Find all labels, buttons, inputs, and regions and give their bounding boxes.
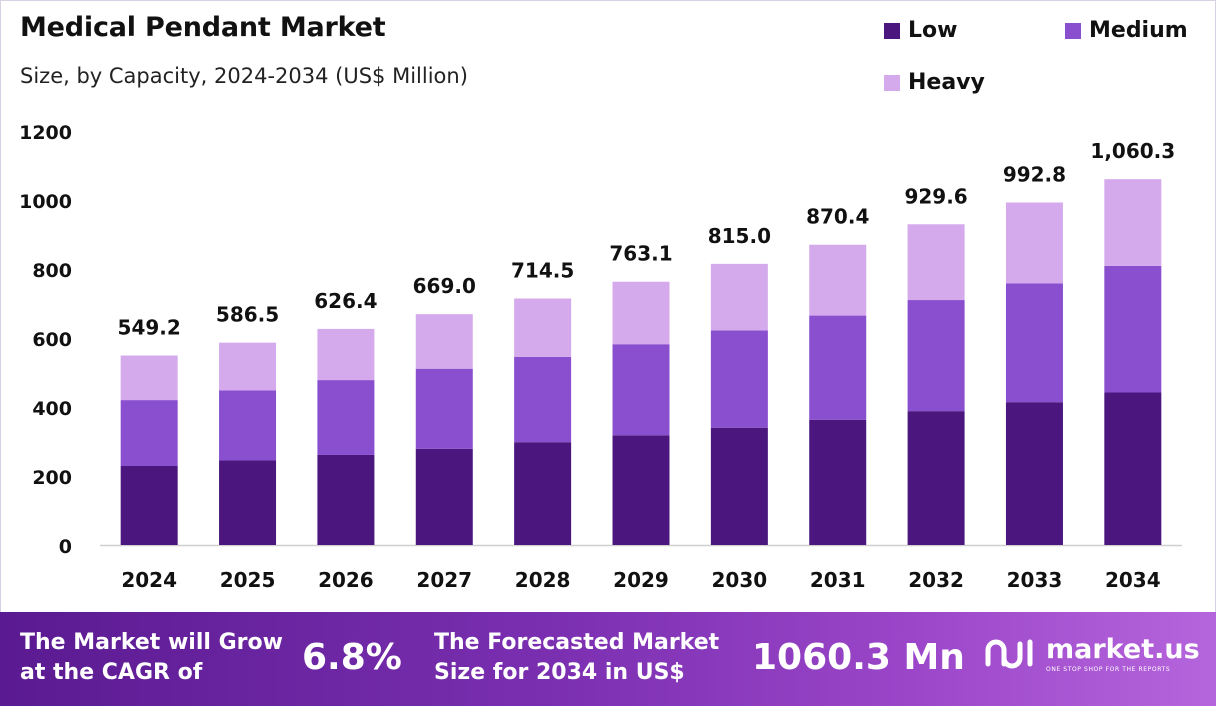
cagr-caption-line2: at the CAGR of <box>20 660 203 685</box>
total-label-2033: 992.8 <box>1003 162 1066 186</box>
bar-segment-medium-2027 <box>415 368 473 449</box>
legend-label-low: Low <box>908 18 958 43</box>
cagr-value: 6.8% <box>302 637 402 678</box>
brand-tagline: ONE STOP SHOP FOR THE REPORTS <box>1046 665 1171 673</box>
forecast-value: 1060.3 Mn <box>752 637 965 678</box>
bar-segment-heavy-2030 <box>710 263 768 331</box>
bar-segment-low-2026 <box>317 454 375 545</box>
y-tick-label: 0 <box>59 536 72 558</box>
bar-segment-medium-2031 <box>809 315 867 420</box>
bar-segment-heavy-2024 <box>120 355 178 401</box>
y-tick-label: 800 <box>32 260 72 282</box>
brand-logo: market.us ONE STOP SHOP FOR THE REPORTS <box>984 634 1200 674</box>
bar-segment-heavy-2029 <box>612 281 670 345</box>
total-label-2032: 929.6 <box>904 184 967 208</box>
bar-segment-low-2027 <box>415 448 473 545</box>
legend-label-heavy: Heavy <box>908 70 985 95</box>
total-label-2030: 815.0 <box>708 224 771 248</box>
bars-group <box>120 179 1162 545</box>
chart-subtitle: Size, by Capacity, 2024-2034 (US$ Millio… <box>20 64 468 88</box>
x-tick-label-2027: 2027 <box>416 568 472 592</box>
y-tick-label: 1200 <box>19 122 72 144</box>
bar-segment-low-2024 <box>120 465 178 545</box>
cagr-caption: The Market will Grow at the CAGR of <box>20 628 283 688</box>
total-label-2024: 549.2 <box>118 316 181 340</box>
bar-segment-medium-2032 <box>907 300 965 412</box>
total-label-2028: 714.5 <box>511 258 574 282</box>
bar-segment-medium-2029 <box>612 344 670 436</box>
bar-segment-medium-2026 <box>317 380 375 455</box>
legend-swatch-heavy <box>884 74 900 91</box>
x-tick-label-2031: 2031 <box>810 568 866 592</box>
forecast-caption: The Forecasted Market Size for 2034 in U… <box>434 628 719 688</box>
x-tick-label-2024: 2024 <box>121 568 177 592</box>
y-tick-label: 600 <box>32 329 72 351</box>
total-label-2025: 586.5 <box>216 303 279 327</box>
x-tick-label-2030: 2030 <box>712 568 768 592</box>
legend-swatch-low <box>884 22 900 39</box>
brand-name: market.us <box>1046 633 1200 665</box>
bar-segment-medium-2025 <box>219 390 277 461</box>
bar-segment-heavy-2027 <box>415 314 473 369</box>
legend-label-medium: Medium <box>1089 18 1188 43</box>
market-us-logo-icon <box>985 639 1033 669</box>
chart-title: Medical Pendant Market <box>20 12 386 43</box>
bar-segment-low-2025 <box>219 460 277 545</box>
legend-item-heavy: Heavy <box>884 70 985 95</box>
y-tick-label: 400 <box>32 398 72 420</box>
y-tick-label: 200 <box>32 467 72 489</box>
total-label-2034: 1,060.3 <box>1090 139 1175 163</box>
x-tick-label-2026: 2026 <box>318 568 374 592</box>
bar-segment-low-2032 <box>907 411 965 545</box>
bar-segment-heavy-2026 <box>317 328 375 381</box>
bar-segment-heavy-2034 <box>1104 179 1162 266</box>
x-tick-label-2034: 2034 <box>1105 568 1161 592</box>
total-label-2031: 870.4 <box>806 205 869 229</box>
bar-segment-low-2034 <box>1104 392 1162 545</box>
bar-segment-low-2028 <box>514 442 572 545</box>
legend-swatch-medium <box>1065 22 1081 39</box>
x-tick-label-2033: 2033 <box>1007 568 1063 592</box>
x-tick-label-2028: 2028 <box>515 568 571 592</box>
bar-segment-medium-2024 <box>120 400 178 466</box>
total-label-2029: 763.1 <box>609 242 672 266</box>
footer-banner: The Market will Grow at the CAGR of 6.8%… <box>0 612 1216 706</box>
x-axis: 2024 2025 2026 2027 2028 2029 2030 2031 2032 2033… <box>121 568 1160 592</box>
bar-segment-heavy-2028 <box>514 298 572 357</box>
total-labels: 549.2 586.5 626.4 669.0 714.5 763.1 815.0 870.4… <box>118 139 1176 339</box>
total-label-2027: 669.0 <box>413 274 476 298</box>
x-tick-label-2025: 2025 <box>220 568 276 592</box>
bar-segment-medium-2033 <box>1005 283 1063 403</box>
cagr-caption-line1: The Market will Grow <box>20 630 283 655</box>
bar-segment-low-2031 <box>809 419 867 545</box>
bar-segment-heavy-2025 <box>219 342 277 391</box>
x-tick-label-2029: 2029 <box>613 568 669 592</box>
total-label-2026: 626.4 <box>314 289 377 313</box>
forecast-caption-line2: Size for 2034 in US$ <box>434 660 685 685</box>
y-tick-label: 1000 <box>19 191 72 213</box>
bar-segment-heavy-2033 <box>1005 202 1063 284</box>
bar-segment-low-2030 <box>710 427 768 545</box>
bar-segment-heavy-2032 <box>907 224 965 301</box>
bar-segment-low-2029 <box>612 435 670 545</box>
bar-segment-medium-2034 <box>1104 265 1162 393</box>
x-tick-label-2032: 2032 <box>908 568 964 592</box>
legend-item-medium: Medium <box>1065 18 1188 43</box>
bar-segment-heavy-2031 <box>809 244 867 316</box>
bar-segment-medium-2028 <box>514 356 572 443</box>
bar-segment-medium-2030 <box>710 330 768 428</box>
legend-item-low: Low <box>884 18 957 43</box>
bar-segment-low-2033 <box>1005 402 1063 545</box>
forecast-caption-line1: The Forecasted Market <box>434 630 720 655</box>
y-axis: 0 200 400 600 800 1000 1200 <box>19 122 72 558</box>
